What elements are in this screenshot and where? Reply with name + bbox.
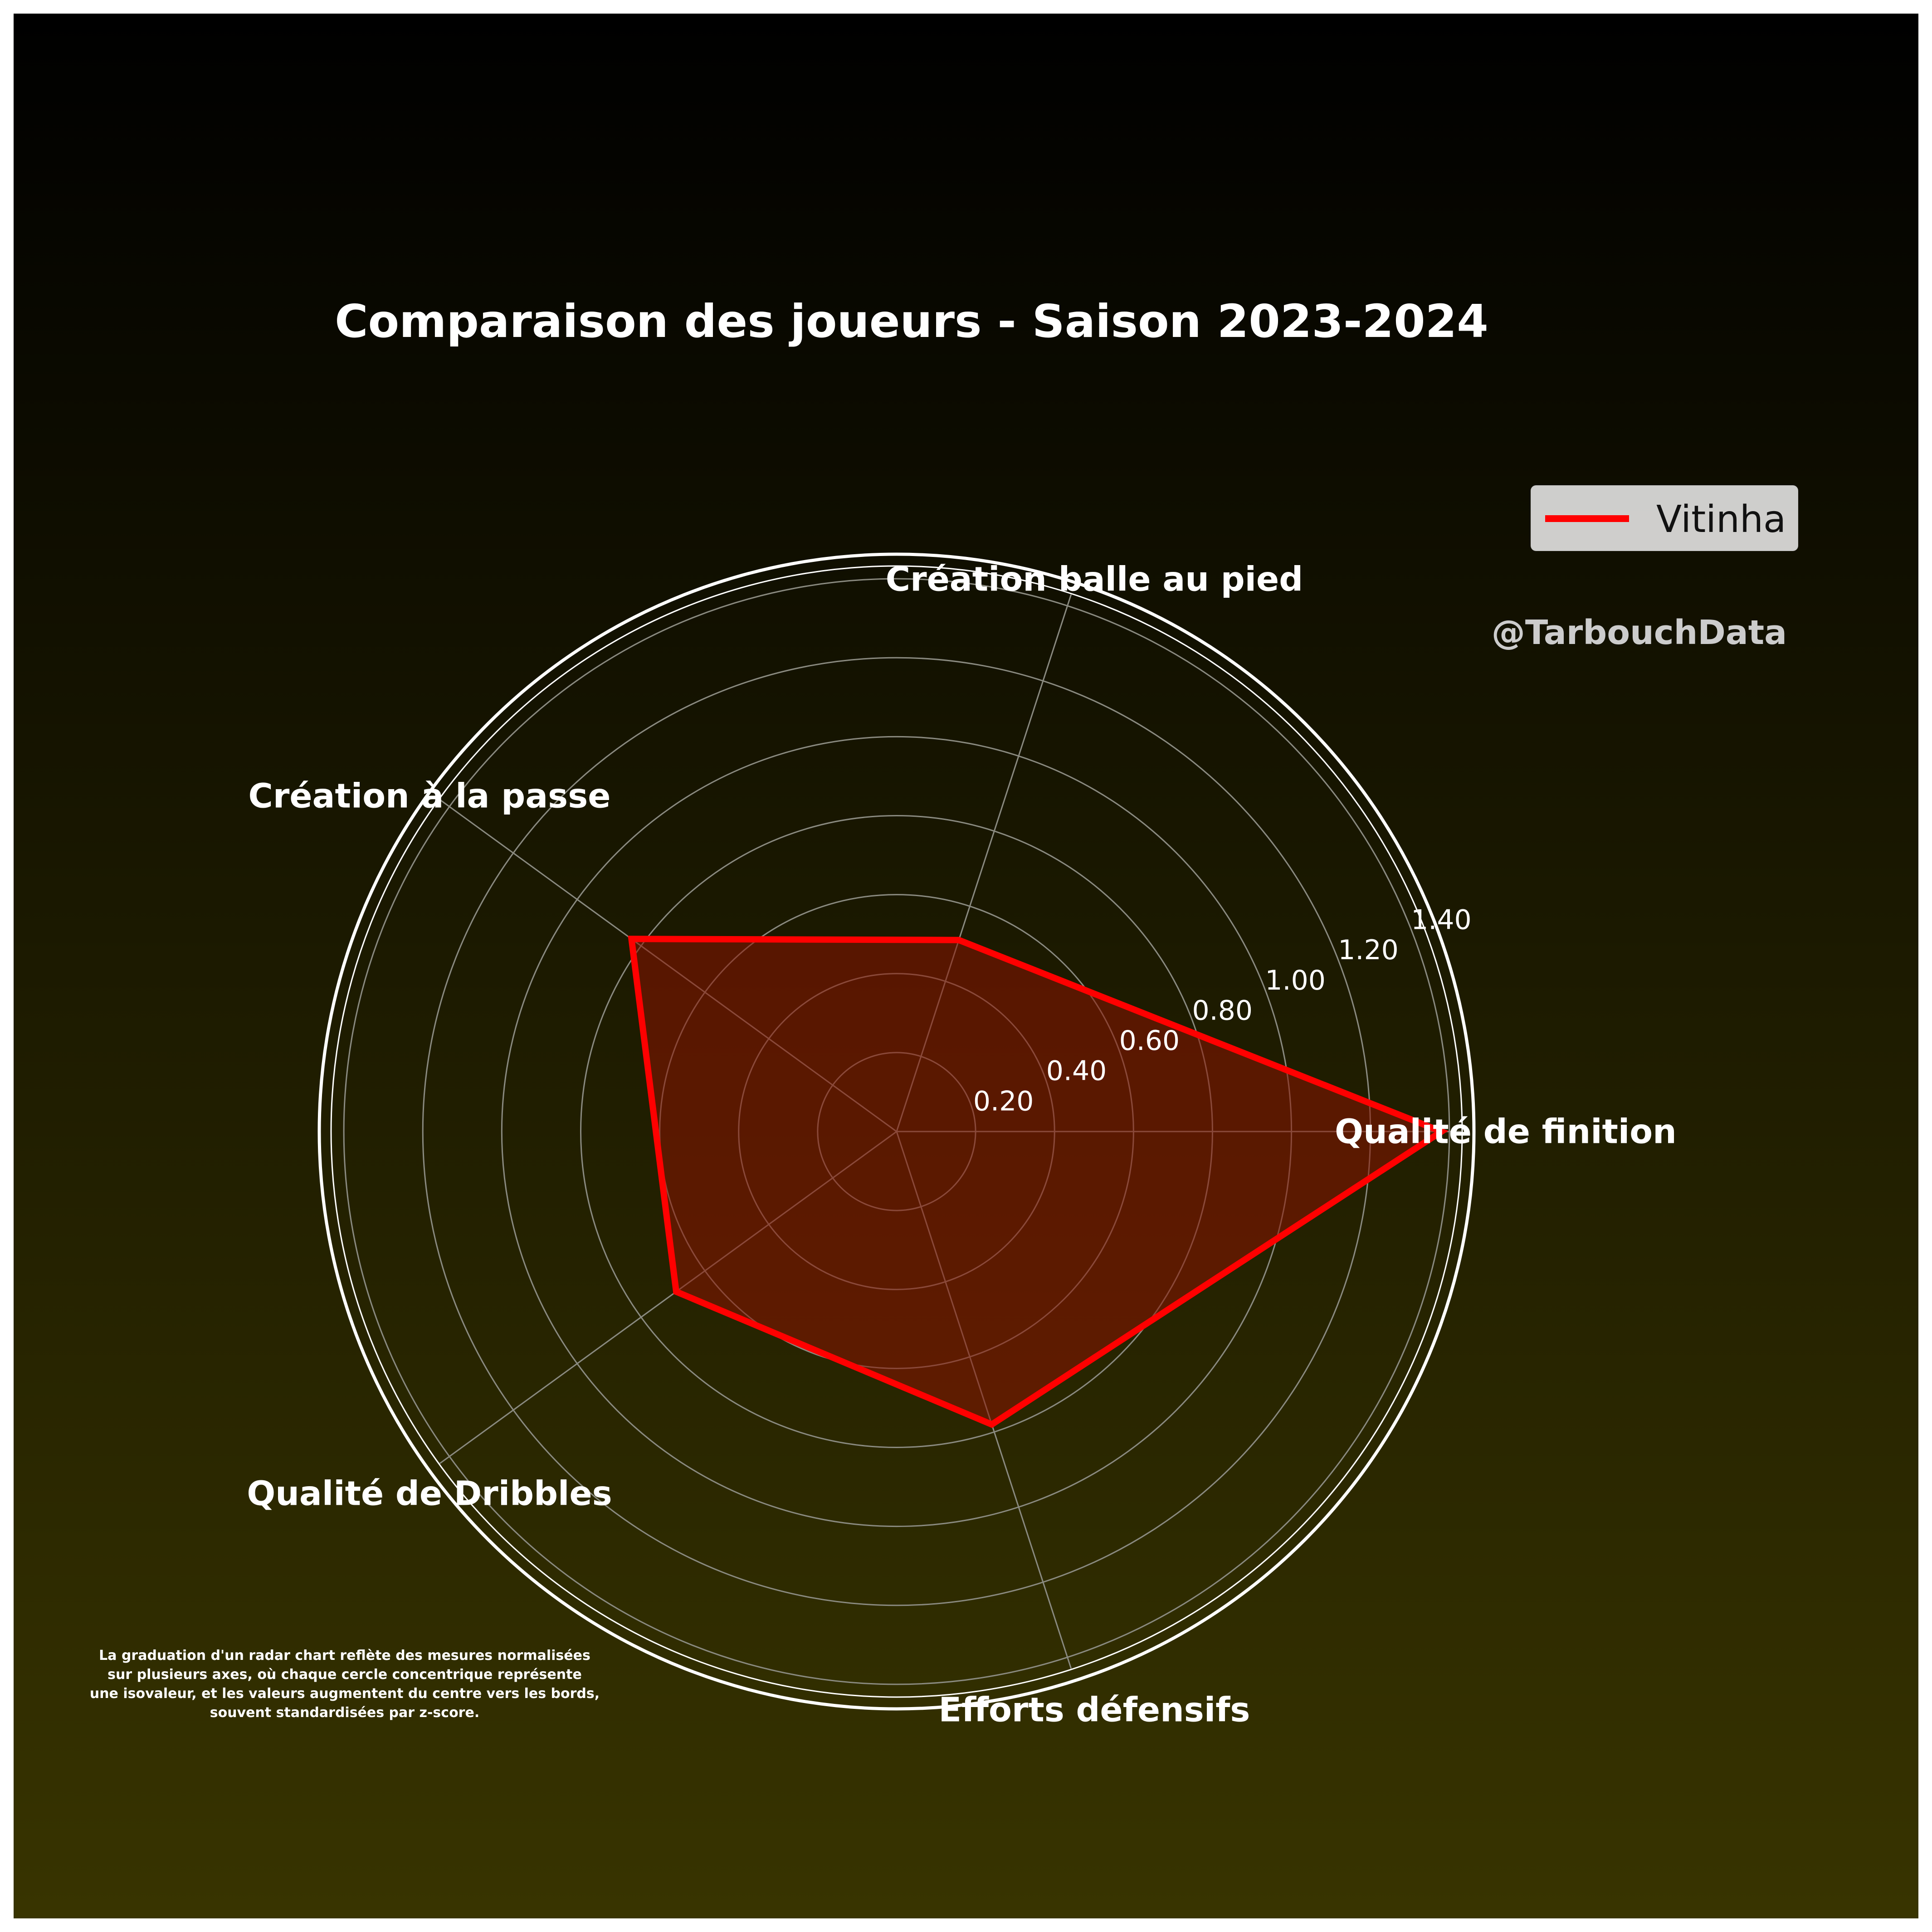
outer-ring [317, 552, 1476, 1711]
footnote-line: souvent standardisées par z-score. [210, 1705, 480, 1721]
footnote-line: La graduation d'un radar chart reflète d… [99, 1648, 590, 1664]
axis-label: Qualité de Dribbles [247, 1474, 612, 1513]
footnote-line: sur plusieurs axes, où chaque cercle con… [107, 1667, 582, 1683]
axis-label: Création balle au pied [886, 560, 1303, 599]
r-tick-label: 1.20 [1338, 934, 1399, 966]
chart-title: Comparaison des joueurs - Saison 2023-20… [335, 295, 1488, 348]
series-point [629, 937, 634, 941]
series-area [631, 939, 1442, 1425]
footnote-line: une isovaleur, et les valeurs augmentent… [89, 1686, 600, 1702]
r-tick-label: 0.80 [1192, 995, 1253, 1026]
r-tick-label: 1.40 [1411, 904, 1472, 936]
legend-label: Vitinha [1656, 498, 1786, 541]
series-point [1439, 1130, 1444, 1133]
axis-label: Création à la passe [249, 777, 611, 816]
r-tick-label: 0.20 [973, 1085, 1034, 1117]
series-line [628, 936, 1449, 1428]
series-point [957, 938, 961, 942]
legend: Vitinha [1531, 485, 1798, 551]
outer-ring [330, 565, 1463, 1698]
axis-label: Qualité de finition [1335, 1112, 1677, 1151]
watermark: @TarbouchData [1491, 613, 1787, 652]
chart-background: 0.20 0.40 0.60 0.80 1.00 1.20 1.40 Qualité de f… [14, 14, 1918, 1918]
radar-chart: 0.20 0.40 0.60 0.80 1.00 1.20 1.40 Qualité de f… [247, 552, 1677, 1730]
r-tick-label: 0.40 [1046, 1055, 1107, 1087]
footnote: La graduation d'un radar chart reflète d… [57, 1646, 633, 1722]
axis-label: Efforts défensifs [939, 1691, 1250, 1730]
r-tick-label: 1.00 [1265, 965, 1326, 996]
r-tick-label: 0.60 [1119, 1025, 1180, 1057]
legend-line-swatch [1545, 515, 1629, 522]
series-point [990, 1422, 994, 1426]
series-point [674, 1290, 678, 1294]
